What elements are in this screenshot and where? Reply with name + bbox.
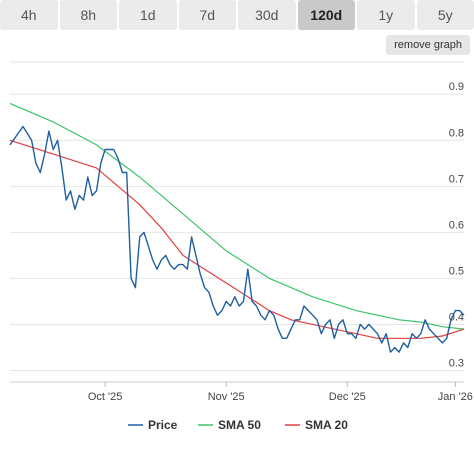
tab-5y[interactable]: 5y bbox=[416, 0, 474, 30]
tab-7d[interactable]: 7d bbox=[178, 0, 236, 30]
x-tick-label: Jan '26 bbox=[438, 391, 473, 403]
y-tick-label: 0.4 bbox=[449, 311, 464, 323]
tab-4h[interactable]: 4h bbox=[0, 0, 58, 30]
remove-graph-button[interactable]: remove graph bbox=[386, 35, 470, 55]
tab-30d[interactable]: 30d bbox=[238, 0, 296, 30]
y-tick-label: 0.3 bbox=[449, 357, 464, 369]
tab-1y[interactable]: 1y bbox=[357, 0, 415, 30]
y-tick-label: 0.7 bbox=[449, 173, 464, 185]
series-line-price bbox=[9, 125, 465, 353]
y-tick-label: 0.9 bbox=[449, 81, 464, 93]
series-line-sma-20 bbox=[9, 139, 465, 339]
timeframe-tabs: 4h 8h 1d 7d 30d 120d 1y 5y bbox=[0, 0, 474, 30]
y-tick-label: 0.6 bbox=[449, 219, 464, 231]
legend-label: SMA 50 bbox=[218, 418, 261, 432]
x-tick-label: Dec '25 bbox=[329, 391, 366, 403]
x-tick-label: Oct '25 bbox=[88, 391, 123, 403]
y-tick-label: 0.5 bbox=[449, 265, 464, 277]
legend-label: SMA 20 bbox=[305, 418, 348, 432]
series-line-sma-50 bbox=[9, 102, 465, 330]
legend-label: Price bbox=[148, 418, 178, 432]
tab-8h[interactable]: 8h bbox=[59, 0, 117, 30]
x-tick-label: Nov '25 bbox=[208, 391, 245, 403]
y-tick-label: 0.8 bbox=[449, 127, 464, 139]
tab-120d[interactable]: 120d bbox=[297, 0, 355, 30]
tab-1d[interactable]: 1d bbox=[119, 0, 177, 30]
